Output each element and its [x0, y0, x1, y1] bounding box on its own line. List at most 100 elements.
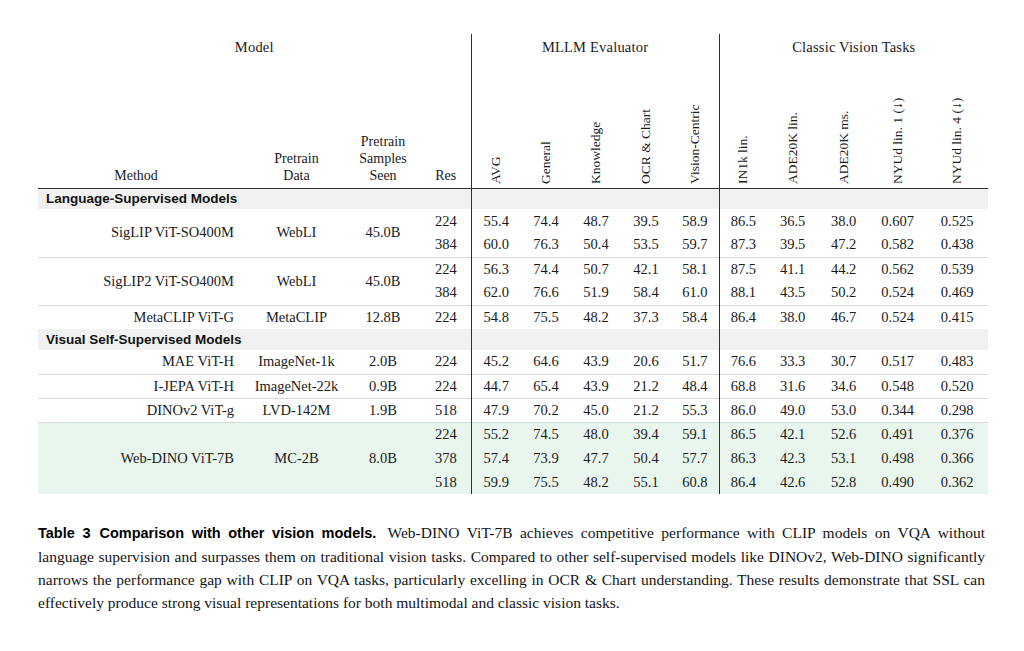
- metric-value-cell: 0.469: [926, 281, 988, 305]
- metric-value-cell: 44.2: [818, 257, 869, 281]
- metric-value-cell: 88.1: [719, 281, 767, 305]
- section-header-row: Language-Supervised Models: [38, 188, 988, 209]
- metric-value-cell: 52.6: [818, 422, 869, 446]
- metric-value-cell: 70.2: [521, 398, 571, 422]
- column-header-row: Method Pretrain Data Pretrain Samples Se…: [38, 60, 988, 188]
- res-cell: 384: [421, 281, 471, 305]
- model-row: MetaCLIP ViT-GMetaCLIP12.8B22454.875.548…: [38, 305, 988, 329]
- metric-value-cell: 0.517: [869, 350, 926, 374]
- column-header-method: Method: [38, 60, 248, 188]
- metric-value-cell: 53.1: [818, 446, 869, 470]
- metric-value-cell: 59.7: [671, 233, 719, 257]
- column-header-in1k: IN1k lin.: [719, 60, 767, 188]
- rotated-column-label: OCR & Chart: [638, 108, 654, 183]
- metric-value-cell: 0.438: [926, 233, 988, 257]
- metric-value-cell: 39.4: [621, 422, 671, 446]
- metric-value-cell: 21.2: [621, 374, 671, 398]
- metric-value-cell: 87.5: [719, 257, 767, 281]
- method-cell: I-JEPA ViT-H: [38, 374, 248, 398]
- metric-value-cell: 36.5: [767, 209, 818, 233]
- metric-value-cell: 86.4: [719, 305, 767, 329]
- metric-value-cell: 50.2: [818, 281, 869, 305]
- section-spacer: [471, 188, 719, 209]
- model-row: SigLIP2 ViT-SO400MWebLI45.0B22456.374.45…: [38, 257, 988, 281]
- metric-value-cell: 60.0: [471, 233, 521, 257]
- metric-value-cell: 34.6: [818, 374, 869, 398]
- pretrain-data-cell: WebLI: [248, 257, 345, 305]
- results-table: Model MLLM Evaluator Classic Vision Task…: [38, 34, 988, 494]
- pretrain-data-cell: MC-2B: [248, 422, 345, 494]
- group-header-mllm-evaluator: MLLM Evaluator: [471, 34, 719, 60]
- metric-value-cell: 58.9: [671, 209, 719, 233]
- metric-value-cell: 47.7: [571, 446, 621, 470]
- metric-value-cell: 48.0: [571, 422, 621, 446]
- metric-value-cell: 56.3: [471, 257, 521, 281]
- metric-value-cell: 59.9: [471, 470, 521, 494]
- metric-value-cell: 0.607: [869, 209, 926, 233]
- res-cell: 224: [421, 305, 471, 329]
- pretrain-samples-cell: 2.0B: [345, 350, 421, 374]
- metric-value-cell: 58.1: [671, 257, 719, 281]
- rotated-column-label: General: [538, 141, 554, 184]
- metric-value-cell: 0.548: [869, 374, 926, 398]
- table-header: Model MLLM Evaluator Classic Vision Task…: [38, 34, 988, 188]
- metric-value-cell: 0.525: [926, 209, 988, 233]
- metric-value-cell: 0.490: [869, 470, 926, 494]
- group-header-model: Model: [38, 34, 471, 60]
- metric-value-cell: 51.9: [571, 281, 621, 305]
- column-header-ade20k-lin: ADE20K lin.: [767, 60, 818, 188]
- metric-value-cell: 43.5: [767, 281, 818, 305]
- metric-value-cell: 50.7: [571, 257, 621, 281]
- metric-value-cell: 48.2: [571, 305, 621, 329]
- metric-value-cell: 42.3: [767, 446, 818, 470]
- column-header-label: Method: [114, 168, 158, 183]
- metric-value-cell: 75.5: [521, 470, 571, 494]
- column-header-avg: AVG: [471, 60, 521, 188]
- metric-value-cell: 46.7: [818, 305, 869, 329]
- pretrain-data-cell: ImageNet-1k: [248, 350, 345, 374]
- metric-value-cell: 0.344: [869, 398, 926, 422]
- metric-value-cell: 0.376: [926, 422, 988, 446]
- metric-value-cell: 47.9: [471, 398, 521, 422]
- metric-value-cell: 0.582: [869, 233, 926, 257]
- section-title: Language-Supervised Models: [38, 188, 471, 209]
- column-header-ocr-chart: OCR & Chart: [621, 60, 671, 188]
- metric-value-cell: 86.0: [719, 398, 767, 422]
- metric-value-cell: 58.4: [671, 305, 719, 329]
- rotated-column-label: Vision-Centric: [687, 104, 703, 183]
- section-title: Visual Self-Supervised Models: [38, 329, 471, 350]
- rotated-column-label: NYUd lin. 4 (↓): [949, 97, 965, 183]
- metric-value-cell: 86.3: [719, 446, 767, 470]
- metric-value-cell: 73.9: [521, 446, 571, 470]
- metric-value-cell: 0.366: [926, 446, 988, 470]
- metric-value-cell: 49.0: [767, 398, 818, 422]
- metric-value-cell: 86.5: [719, 422, 767, 446]
- metric-value-cell: 38.0: [767, 305, 818, 329]
- metric-value-cell: 76.6: [521, 281, 571, 305]
- rotated-column-label: AVG: [488, 156, 504, 184]
- res-cell: 224: [421, 422, 471, 446]
- metric-value-cell: 47.2: [818, 233, 869, 257]
- metric-value-cell: 55.2: [471, 422, 521, 446]
- group-header-row: Model MLLM Evaluator Classic Vision Task…: [38, 34, 988, 60]
- metric-value-cell: 45.0: [571, 398, 621, 422]
- metric-value-cell: 39.5: [767, 233, 818, 257]
- column-header-nyud-4: NYUd lin. 4 (↓): [926, 60, 988, 188]
- metric-value-cell: 0.298: [926, 398, 988, 422]
- section-spacer: [719, 188, 988, 209]
- metric-value-cell: 33.3: [767, 350, 818, 374]
- metric-value-cell: 48.7: [571, 209, 621, 233]
- metric-value-cell: 37.3: [621, 305, 671, 329]
- metric-value-cell: 42.1: [767, 422, 818, 446]
- metric-value-cell: 57.7: [671, 446, 719, 470]
- column-header-vision-centric: Vision-Centric: [671, 60, 719, 188]
- metric-value-cell: 86.5: [719, 209, 767, 233]
- section-spacer: [471, 329, 719, 350]
- column-header-pretrain-data: Pretrain Data: [248, 60, 345, 188]
- metric-value-cell: 41.1: [767, 257, 818, 281]
- metric-value-cell: 65.4: [521, 374, 571, 398]
- pretrain-data-cell: ImageNet-22k: [248, 374, 345, 398]
- column-header-knowledge: Knowledge: [571, 60, 621, 188]
- metric-value-cell: 55.1: [621, 470, 671, 494]
- metric-value-cell: 38.0: [818, 209, 869, 233]
